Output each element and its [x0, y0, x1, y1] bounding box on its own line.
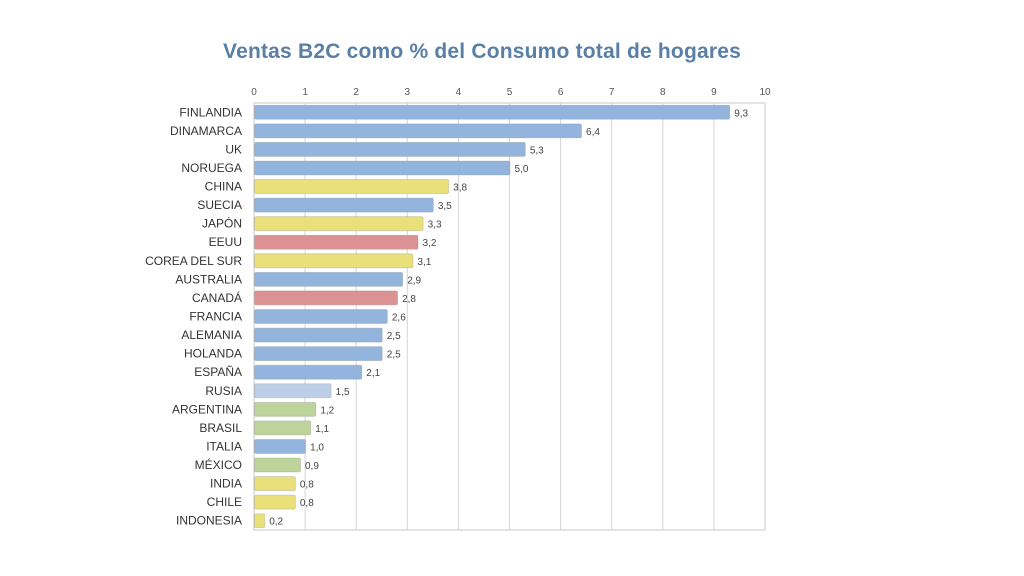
data-label: 1,5 [336, 387, 350, 398]
category-label: ITALIA [206, 439, 242, 453]
bar [254, 290, 398, 306]
data-label: 6,4 [586, 127, 600, 138]
category-label: CHINA [205, 180, 242, 194]
x-tick-label: 1 [302, 87, 308, 98]
bar [254, 364, 363, 380]
data-label: 0,8 [300, 480, 314, 491]
category-label: ESPAÑA [194, 365, 242, 379]
category-label: UK [225, 142, 242, 156]
category-label: CHILE [207, 495, 242, 509]
bar [254, 179, 450, 194]
data-label: 0,2 [269, 517, 283, 528]
data-label: 2,5 [387, 331, 401, 342]
bar [254, 309, 388, 324]
bar [254, 271, 404, 287]
category-label: INDIA [210, 477, 242, 491]
x-tick-label: 4 [456, 87, 462, 98]
data-label: 5,3 [530, 145, 544, 156]
data-label: 1,0 [310, 442, 324, 453]
category-label: ALEMANIA [181, 328, 242, 342]
x-tick-label: 6 [558, 87, 564, 98]
data-label: 2,9 [407, 275, 421, 286]
x-tick-label: 5 [507, 87, 513, 98]
bar [254, 253, 414, 269]
category-label: ARGENTINA [172, 402, 242, 416]
data-label: 9,3 [734, 108, 748, 119]
x-tick-label: 8 [660, 87, 666, 98]
bar [254, 383, 332, 399]
bar [254, 142, 526, 157]
data-label: 0,9 [305, 461, 319, 472]
data-label: 1,1 [315, 424, 329, 435]
bar [254, 197, 434, 213]
x-tick-label: 10 [759, 87, 771, 98]
category-label: AUSTRALIA [175, 272, 242, 286]
bar [254, 457, 301, 473]
data-label: 2,8 [402, 294, 416, 305]
category-label: RUSIA [205, 384, 242, 398]
bar [254, 123, 582, 139]
bar [254, 420, 312, 436]
bar [254, 476, 296, 491]
category-label: FRANCIA [189, 310, 242, 324]
bar [254, 439, 306, 454]
data-label: 1,2 [320, 405, 334, 416]
bar [254, 104, 731, 120]
category-label: FINLANDIA [179, 105, 242, 119]
data-label: 3,5 [438, 201, 452, 212]
data-label: 3,2 [423, 238, 437, 249]
data-label: 2,1 [366, 368, 380, 379]
bar [254, 327, 383, 343]
data-label: 0,8 [300, 498, 314, 509]
category-label: EEUU [209, 235, 242, 249]
bar [254, 234, 419, 250]
data-label: 2,6 [392, 313, 406, 324]
category-label: CANADÁ [192, 290, 242, 305]
x-tick-label: 9 [711, 87, 717, 98]
bar [254, 494, 296, 510]
data-label: 3,1 [417, 257, 431, 268]
data-label: 2,5 [387, 350, 401, 361]
category-label: MÉXICO [195, 457, 242, 472]
category-label: JAPÓN [202, 216, 242, 231]
x-tick-label: 3 [405, 87, 411, 98]
bar [254, 513, 266, 529]
data-label: 3,3 [428, 220, 442, 231]
category-label: COREA DEL SUR [145, 254, 242, 268]
bar [254, 160, 511, 176]
x-tick-label: 7 [609, 87, 615, 98]
bar [254, 216, 424, 232]
chart-title: Ventas B2C como % del Consumo total de h… [223, 40, 741, 63]
category-label: BRASIL [199, 421, 242, 435]
category-label: NORUEGA [181, 161, 242, 175]
bar [254, 401, 317, 417]
bar [254, 346, 383, 362]
x-tick-label: 2 [353, 87, 359, 98]
x-tick-label: 0 [251, 87, 257, 98]
category-label: INDONESIA [176, 514, 242, 528]
category-label: SUECIA [197, 198, 242, 212]
data-label: 3,8 [453, 183, 467, 194]
data-label: 5,0 [515, 164, 529, 175]
category-label: DINAMARCA [170, 124, 242, 138]
category-label: HOLANDA [184, 347, 242, 361]
